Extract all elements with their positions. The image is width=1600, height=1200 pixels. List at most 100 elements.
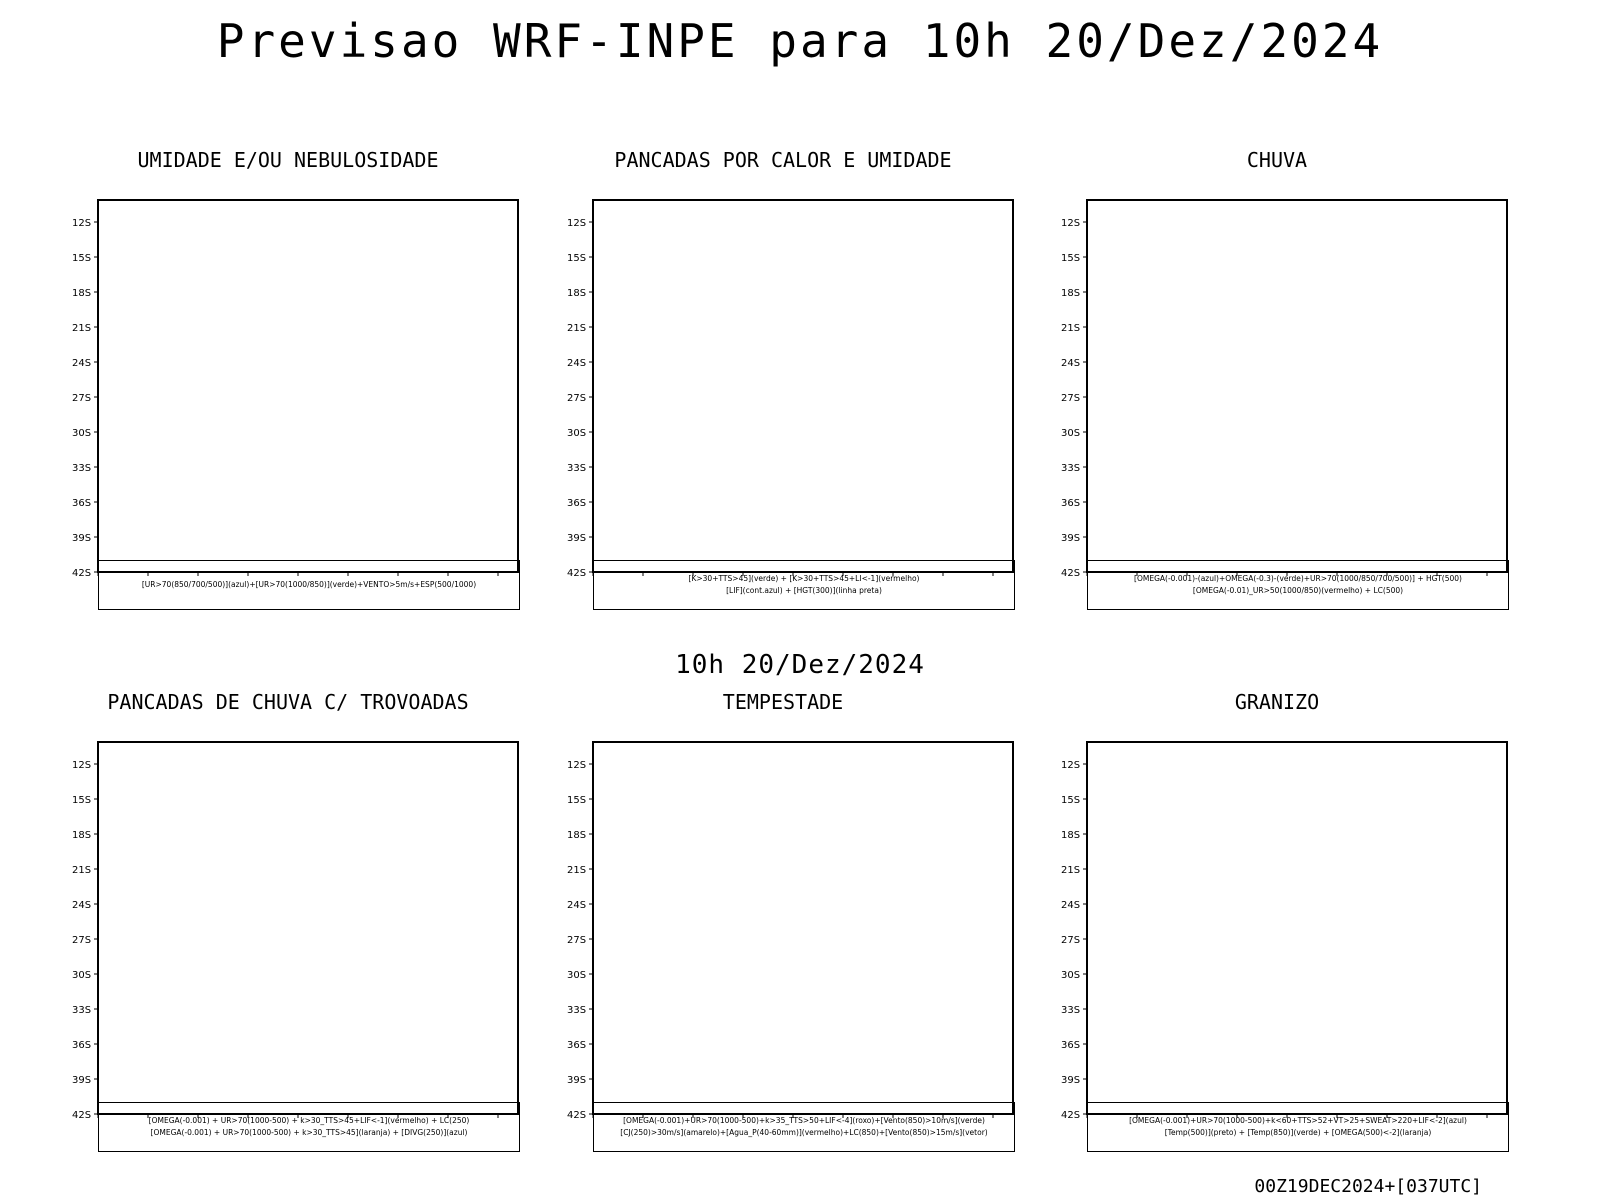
lat-label: 21S xyxy=(567,865,586,876)
lon-label: 65W xyxy=(138,577,161,578)
lat-label: 24S xyxy=(1061,900,1080,911)
lat-label: 18S xyxy=(1061,288,1080,299)
lon-label: 50W xyxy=(1277,577,1300,578)
lon-label: 55W xyxy=(733,1119,756,1120)
lat-label: 30S xyxy=(1061,428,1080,439)
legend-box: [OMEGA(-0.001) + UR>70(1000-500) + k>30_… xyxy=(98,1102,520,1152)
lat-label: 39S xyxy=(72,533,91,544)
lon-label: 50W xyxy=(1277,1119,1300,1120)
lat-label: 36S xyxy=(1061,1040,1080,1051)
legend-box: [OMEGA(-0.001)+UR>70(1000-500)+k>35_TTS>… xyxy=(593,1102,1015,1152)
legend-line: [Temp(500)](preto) + [Temp(850)](verde) … xyxy=(1164,1128,1432,1137)
lat-label: 15S xyxy=(1061,795,1080,806)
lon-label: 40W xyxy=(1377,577,1400,578)
lon-label: 50W xyxy=(288,577,311,578)
main-title: Previsao WRF-INPE para 10h 20/Dez/2024 xyxy=(216,14,1384,68)
lat-label: 33S xyxy=(567,463,586,474)
lat-label: 21S xyxy=(1061,323,1080,334)
lat-label: 42S xyxy=(1061,568,1080,578)
lon-label: 45W xyxy=(833,577,856,578)
lon-label: 40W xyxy=(1377,1119,1400,1120)
lat-label: 30S xyxy=(72,970,91,981)
lat-label: 18S xyxy=(72,830,91,841)
lat-label: 42S xyxy=(72,568,91,578)
lat-label: 33S xyxy=(1061,1005,1080,1016)
lon-label: 70W xyxy=(1077,1119,1100,1120)
lat-label: 21S xyxy=(72,323,91,334)
lat-label: 36S xyxy=(72,1040,91,1051)
lon-label: 40W xyxy=(883,1119,906,1120)
lon-label: 35W xyxy=(438,577,461,578)
lon-label: 60W xyxy=(1177,577,1200,578)
lon-label: 70W xyxy=(583,577,606,578)
map-background xyxy=(593,742,1013,1114)
mid-title: 10h 20/Dez/2024 xyxy=(675,650,925,680)
lon-label: 60W xyxy=(683,1119,706,1120)
lat-label: 15S xyxy=(72,253,91,264)
lat-label: 33S xyxy=(567,1005,586,1016)
lon-label: 60W xyxy=(683,577,706,578)
lon-label: 70W xyxy=(88,577,111,578)
lat-label: 36S xyxy=(567,1040,586,1051)
map-background xyxy=(98,742,518,1114)
lat-label: 39S xyxy=(1061,1075,1080,1086)
weather-map: -12-12-12-12-15-1518181815151212S15S18S2… xyxy=(1061,741,1508,1120)
lat-label: 24S xyxy=(567,358,586,369)
lat-label: 30S xyxy=(72,428,91,439)
lon-label: 60W xyxy=(188,1119,211,1120)
map-panel: PANCADAS DE CHUVA C/ TROVOADAS 12S 15S 18S 2… xyxy=(58,690,520,1170)
weather-map: 5825825795795765765735735705705675645611… xyxy=(1061,199,1508,578)
lon-label: 30W xyxy=(983,1119,1006,1120)
lon-label: 65W xyxy=(633,1119,656,1120)
lon-label: 55W xyxy=(238,577,261,578)
map-background xyxy=(593,200,1013,572)
lat-label: 27S xyxy=(1061,935,1080,946)
lat-label: 33S xyxy=(72,463,91,474)
lon-label: 30W xyxy=(1477,577,1500,578)
map-panel: PANCADAS POR CALOR E UMIDADE 960096009600… xyxy=(553,148,1015,628)
lat-label: 15S xyxy=(72,795,91,806)
panel-title: GRANIZO xyxy=(1234,690,1320,714)
lat-label: 42S xyxy=(567,1110,586,1120)
lat-label: 39S xyxy=(72,1075,91,1086)
legend-line: [OMEGA(-0.001)-(azul)+OMEGA(-0.3)-(verde… xyxy=(1134,574,1462,583)
lat-label: 30S xyxy=(1061,970,1080,981)
footer-timestamp: 00Z19DEC2024+[037UTC] xyxy=(1254,1176,1482,1197)
legend-line: [OMEGA(-0.001) + UR>70(1000-500) + k>30_… xyxy=(150,1128,468,1137)
map-frame xyxy=(592,741,1014,1115)
lat-label: 42S xyxy=(1061,1110,1080,1120)
lat-label: 39S xyxy=(1061,533,1080,544)
legend-line: [LIF](cont.azul) + [HGT(300)](linha pret… xyxy=(726,586,882,595)
legend-box: [K>30+TTS>45](verde) + [K>30+TTS>45+LI<-… xyxy=(593,560,1015,610)
lat-label: 33S xyxy=(72,1005,91,1016)
legend-line: [OMEGA(-0.001)+UR>70(1000-500)+k>35_TTS>… xyxy=(623,1116,985,1125)
lon-label: 40W xyxy=(388,577,411,578)
legend-box: [OMEGA(-0.001)-(azul)+OMEGA(-0.3)-(verde… xyxy=(1087,560,1509,610)
lat-label: 12S xyxy=(567,760,586,771)
lat-label: 12S xyxy=(72,760,91,771)
map-panel: TEMPESTADE405040504012S15S18S21S24S27S30… xyxy=(553,690,1015,1170)
lon-label: 65W xyxy=(633,577,656,578)
lon-label: 50W xyxy=(783,1119,806,1120)
lon-label: 45W xyxy=(833,1119,856,1120)
lat-label: 30S xyxy=(567,970,586,981)
lon-label: 35W xyxy=(1427,577,1450,578)
lon-label: 65W xyxy=(1127,577,1150,578)
weather-map: 405040504012S15S18S21S24S27S30S33S36S39S… xyxy=(567,741,1014,1120)
lat-label: 42S xyxy=(72,1110,91,1120)
lon-label: 70W xyxy=(583,1119,606,1120)
lat-label: 42S xyxy=(567,568,586,578)
lat-label: 27S xyxy=(1061,393,1080,404)
map-frame xyxy=(1086,199,1508,573)
lat-label: 15S xyxy=(567,253,586,264)
lat-label: 39S xyxy=(567,1075,586,1086)
lat-label: 18S xyxy=(567,288,586,299)
legend-line: [OMEGA(-0.001)+UR>70(1000-500)+k<60+TTS>… xyxy=(1129,1116,1467,1125)
lat-label: 15S xyxy=(567,795,586,806)
map-panel: CHUVA 58258257957957657657357357057056756… xyxy=(1047,148,1509,628)
lon-label: 45W xyxy=(1327,577,1350,578)
lon-label: 65W xyxy=(1127,1119,1150,1120)
lat-label: 15S xyxy=(1061,253,1080,264)
lat-label: 24S xyxy=(72,358,91,369)
weather-map: 9600960096009600952095209520952094409440… xyxy=(567,199,1014,578)
